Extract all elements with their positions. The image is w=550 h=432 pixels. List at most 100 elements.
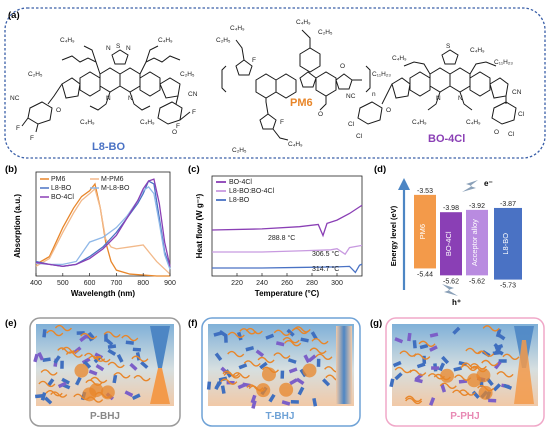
bar-name-pm6: PM6 bbox=[418, 224, 427, 239]
panel-c-series-group bbox=[211, 204, 363, 274]
l8bo-atom-f-c: F bbox=[192, 109, 196, 116]
panel-f: (f) T-BHJ bbox=[188, 317, 361, 427]
homo-label-l8-bo: -5.73 bbox=[500, 283, 516, 290]
acceptor-domain bbox=[116, 354, 124, 363]
molecule-bo4cl: C₁₁H₂₃ C₁₁H₂₃ C₄H₉ C₄H₉ C₄H₉ C₄H₉ S N N … bbox=[346, 43, 525, 145]
legend-label-m-l8-bo: M-L8-BO bbox=[101, 185, 130, 192]
acceptor-domain bbox=[37, 351, 45, 361]
panel-d: (d) Energy level (eV) e⁻ h⁺ -3.53 -5.44 PM… bbox=[374, 164, 522, 307]
donor-chain bbox=[273, 352, 291, 359]
panel-c-annotation-3: 314.7 °C bbox=[312, 265, 339, 273]
donor-chain bbox=[46, 329, 64, 337]
acceptor-domain bbox=[214, 381, 221, 390]
acceptor-domain bbox=[492, 350, 502, 356]
hole-label: h⁺ bbox=[452, 298, 461, 307]
donor-chain bbox=[458, 389, 476, 396]
donor-chain bbox=[404, 395, 423, 403]
donor-aggregate bbox=[478, 385, 493, 400]
donor-chain bbox=[273, 329, 291, 337]
acceptor-domain bbox=[218, 330, 228, 338]
donor-chain bbox=[131, 355, 149, 362]
acceptor-domain bbox=[453, 366, 462, 372]
donor-chain bbox=[107, 361, 125, 369]
acceptor-domain bbox=[297, 386, 305, 396]
electron-transfer-bolt bbox=[462, 180, 478, 192]
bo4cl-atom-n-a: N bbox=[436, 95, 441, 102]
bo4cl-atom-cl-d: Cl bbox=[508, 131, 515, 138]
donor-chain bbox=[399, 350, 417, 357]
acceptor-domain bbox=[125, 340, 134, 345]
panel-e: (e) P-BHJ bbox=[5, 317, 181, 427]
donor-chain bbox=[227, 331, 245, 339]
acceptor-domain bbox=[412, 340, 417, 349]
l8bo-atom-o-a: O bbox=[56, 107, 61, 114]
molecule-l8bo: C₄H₉ C₄H₉ C₂H₅ C₂H₅ C₄H₉ C₄H₉ S N N N N … bbox=[10, 37, 198, 153]
donor-chain bbox=[113, 372, 131, 379]
acceptor-domain bbox=[281, 400, 291, 406]
panel-c: (c) 220 240 260 280 300 Temperature (°C) Hea… bbox=[188, 164, 363, 298]
donor-chain bbox=[54, 324, 72, 332]
donor-chain bbox=[311, 337, 329, 345]
bo4cl-atom-nc: NC bbox=[346, 93, 356, 100]
pm6-label-c2h5-c: C₂H₅ bbox=[232, 147, 247, 154]
acceptor-domain bbox=[288, 367, 298, 374]
acceptor-domain bbox=[236, 331, 243, 341]
donor-chain bbox=[452, 389, 470, 397]
l8bo-atom-n-b: N bbox=[126, 45, 131, 52]
acceptor-domain bbox=[289, 378, 298, 386]
legend-label-l8-bo-bo-4cl: L8-BO:BO-4Cl bbox=[229, 188, 275, 195]
panel-a-frame bbox=[4, 7, 546, 159]
donor-chain bbox=[257, 356, 275, 364]
acceptor-domain bbox=[429, 345, 438, 352]
acceptor-domain bbox=[79, 334, 88, 343]
donor-aggregate bbox=[89, 383, 104, 398]
l8bo-atom-n-c: N bbox=[106, 95, 111, 102]
bo4cl-label-c11h23-a: C₁₁H₂₃ bbox=[372, 71, 391, 78]
series-line-bo-4cl bbox=[211, 204, 363, 238]
acceptor-domain bbox=[132, 347, 141, 352]
panel-e-particles bbox=[33, 324, 151, 405]
panel-g-label: (g) bbox=[370, 318, 382, 329]
acceptor-domain bbox=[286, 328, 295, 337]
l8bo-atom-n-d: N bbox=[128, 95, 133, 102]
x-tick-label: 700 bbox=[111, 280, 123, 287]
acceptor-domain bbox=[95, 364, 105, 372]
panel-e-caption: P-BHJ bbox=[90, 411, 120, 422]
panel-c-annotation-2: 306.5 °C bbox=[312, 250, 339, 258]
series-line-m-l8-bo bbox=[35, 185, 171, 270]
acceptor-domain bbox=[53, 355, 61, 364]
acceptor-domain bbox=[42, 357, 51, 362]
bar-name-l8-bo: L8-BO bbox=[501, 233, 510, 255]
x-tick-label: 220 bbox=[231, 280, 243, 287]
donor-chain bbox=[315, 353, 333, 361]
legend-label-m-pm6: M-PM6 bbox=[101, 176, 124, 183]
energy-bar-pm6 bbox=[414, 194, 436, 269]
donor-chain bbox=[439, 382, 457, 389]
acceptor-domain bbox=[441, 355, 450, 365]
bo4cl-atom-cl-c: Cl bbox=[518, 111, 525, 118]
donor-chain bbox=[84, 352, 102, 360]
acceptor-domain bbox=[112, 374, 118, 384]
l8bo-label-c4h9-a: C₄H₉ bbox=[60, 37, 75, 44]
l8bo-atom-f-b: F bbox=[30, 135, 34, 142]
acceptor-domain bbox=[250, 394, 257, 404]
acceptor-domain bbox=[61, 377, 70, 385]
acceptor-domain bbox=[307, 354, 317, 363]
legend-label-pm6: PM6 bbox=[51, 176, 66, 183]
acceptor-domain bbox=[498, 359, 507, 363]
acceptor-domain bbox=[322, 378, 331, 387]
panel-g-donor-gradient bbox=[514, 340, 534, 404]
acceptor-domain bbox=[303, 354, 311, 364]
panel-c-ylabel: Heat flow (W g⁻¹) bbox=[195, 193, 204, 258]
acceptor-domain bbox=[440, 383, 447, 393]
acceptor-domain bbox=[471, 390, 480, 399]
donor-chain bbox=[80, 332, 98, 340]
pm6-atom-f-a: F bbox=[252, 57, 256, 64]
acceptor-domain bbox=[40, 392, 47, 401]
acceptor-domain bbox=[429, 332, 439, 338]
acceptor-domain bbox=[259, 361, 268, 370]
donor-chain bbox=[50, 391, 68, 398]
lumo-label-l8-bo: -3.87 bbox=[500, 201, 516, 208]
molecule-pm6: C₄H₉ C₂H₅ C₄H₉ C₂H₅ C₄H₉ C₂H₅ F F O O n … bbox=[216, 19, 376, 154]
